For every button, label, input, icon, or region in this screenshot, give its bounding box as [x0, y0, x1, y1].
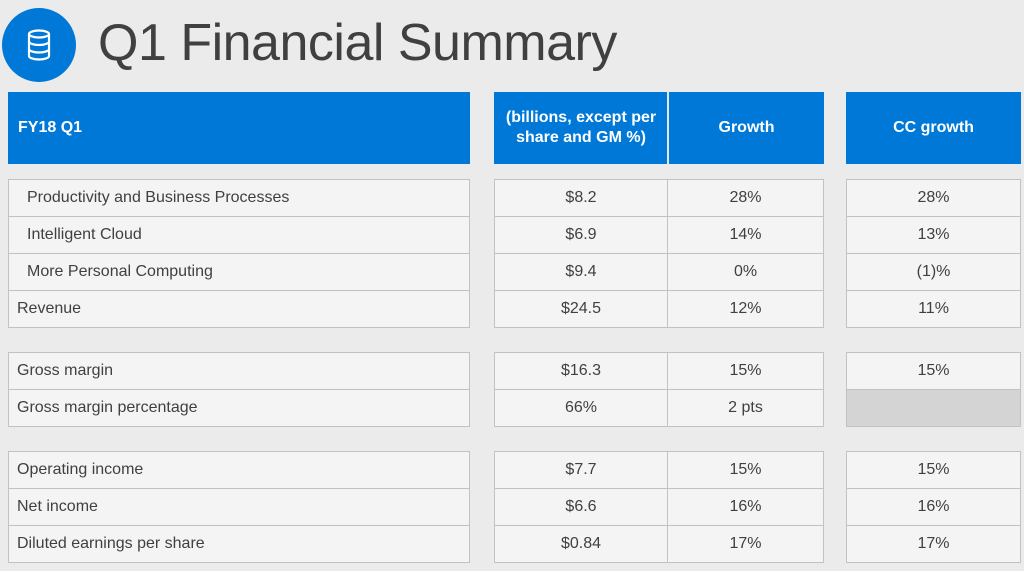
page-title: Q1 Financial Summary	[98, 14, 617, 72]
row-label: Gross margin percentage	[8, 389, 470, 427]
header-amount: (billions, except per share and GM %)	[494, 92, 668, 164]
row-growth: 17%	[667, 525, 824, 563]
row-growth: 0%	[667, 253, 824, 291]
row-cc-growth	[846, 389, 1021, 427]
row-amount: $9.4	[494, 253, 668, 291]
row-amount: $6.9	[494, 216, 668, 254]
slide-logo	[2, 8, 76, 82]
row-growth: 2 pts	[667, 389, 824, 427]
row-growth: 12%	[667, 290, 824, 328]
row-label: More Personal Computing	[8, 253, 470, 291]
database-icon	[27, 29, 51, 61]
row-amount: $24.5	[494, 290, 668, 328]
row-cc-growth: 28%	[846, 179, 1021, 217]
row-amount: $0.84	[494, 525, 668, 563]
header-period: FY18 Q1	[8, 92, 470, 164]
row-label: Operating income	[8, 451, 470, 489]
row-cc-growth: 13%	[846, 216, 1021, 254]
row-label: Revenue	[8, 290, 470, 328]
row-amount: $7.7	[494, 451, 668, 489]
header-growth: Growth	[667, 92, 824, 164]
row-growth: 28%	[667, 179, 824, 217]
row-label: Productivity and Business Processes	[8, 179, 470, 217]
row-cc-growth: (1)%	[846, 253, 1021, 291]
row-cc-growth: 17%	[846, 525, 1021, 563]
row-cc-growth: 16%	[846, 488, 1021, 526]
row-cc-growth: 15%	[846, 451, 1021, 489]
row-cc-growth: 11%	[846, 290, 1021, 328]
row-cc-growth: 15%	[846, 352, 1021, 390]
row-label: Intelligent Cloud	[8, 216, 470, 254]
row-label: Diluted earnings per share	[8, 525, 470, 563]
row-amount: $8.2	[494, 179, 668, 217]
header-cc-growth: CC growth	[846, 92, 1021, 164]
row-label: Net income	[8, 488, 470, 526]
row-growth: 14%	[667, 216, 824, 254]
row-label: Gross margin	[8, 352, 470, 390]
row-growth: 15%	[667, 451, 824, 489]
row-amount: 66%	[494, 389, 668, 427]
row-growth: 16%	[667, 488, 824, 526]
row-growth: 15%	[667, 352, 824, 390]
row-amount: $6.6	[494, 488, 668, 526]
row-amount: $16.3	[494, 352, 668, 390]
